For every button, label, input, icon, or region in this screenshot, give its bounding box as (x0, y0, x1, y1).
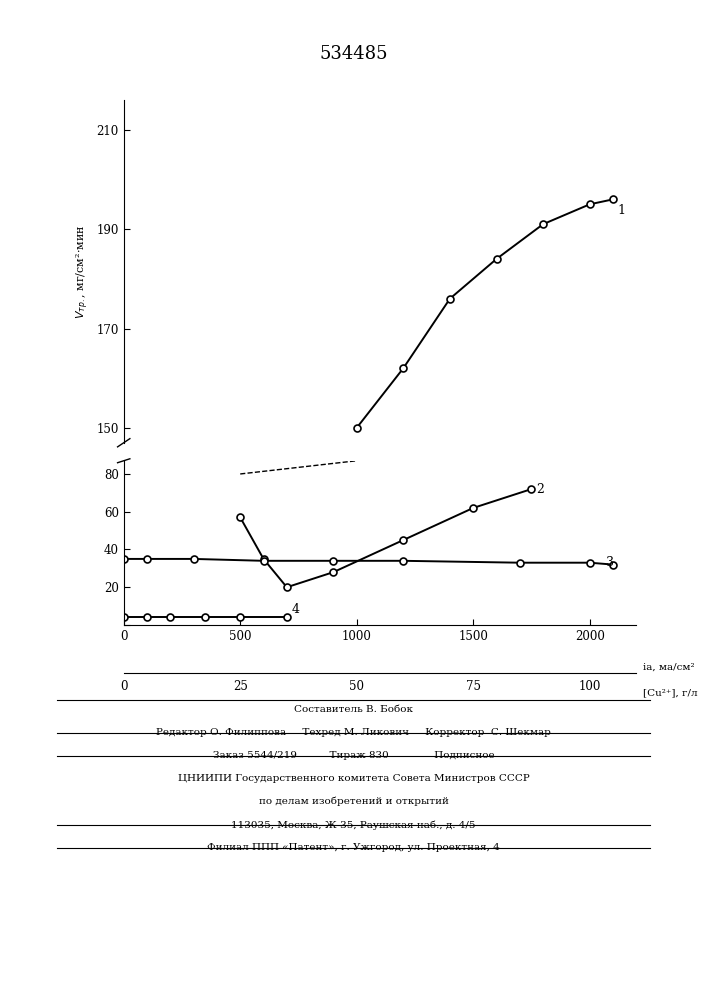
Text: 1: 1 (618, 204, 626, 217)
Text: 534485: 534485 (320, 45, 387, 63)
Text: 0: 0 (120, 680, 127, 693)
Text: 3: 3 (606, 556, 614, 569)
Text: 113035, Москва, Ж-35, Раушская наб., д. 4/5: 113035, Москва, Ж-35, Раушская наб., д. … (231, 820, 476, 830)
Text: Филиал ППП «Патент», г. Ужгород, ул. Проектная, 4: Филиал ППП «Патент», г. Ужгород, ул. Про… (207, 843, 500, 852)
Text: ЦНИИПИ Государственного комитета Совета Министров СССР: ЦНИИПИ Государственного комитета Совета … (177, 774, 530, 783)
Text: 25: 25 (233, 680, 247, 693)
Text: Составитель В. Бобок: Составитель В. Бобок (294, 705, 413, 714)
Y-axis label: $V_{тр.}$, мг/см²·мин: $V_{тр.}$, мг/см²·мин (74, 224, 91, 319)
Text: Редактор О. Филиппова     Техред М. Ликович     Корректор  С. Шекмар: Редактор О. Филиппова Техред М. Ликович … (156, 728, 551, 737)
Text: Заказ 5544/219          Тираж 830              Подписное: Заказ 5544/219 Тираж 830 Подписное (213, 751, 494, 760)
Text: 2: 2 (536, 483, 544, 496)
Text: ia, мa/см²: ia, мa/см² (643, 663, 695, 672)
Text: 50: 50 (349, 680, 364, 693)
Text: 100: 100 (578, 680, 601, 693)
Text: по делам изобретений и открытий: по делам изобретений и открытий (259, 797, 448, 806)
Text: 4: 4 (291, 603, 300, 616)
Text: 75: 75 (466, 680, 481, 693)
Text: [Cu²⁺], г/л: [Cu²⁺], г/л (643, 688, 698, 697)
